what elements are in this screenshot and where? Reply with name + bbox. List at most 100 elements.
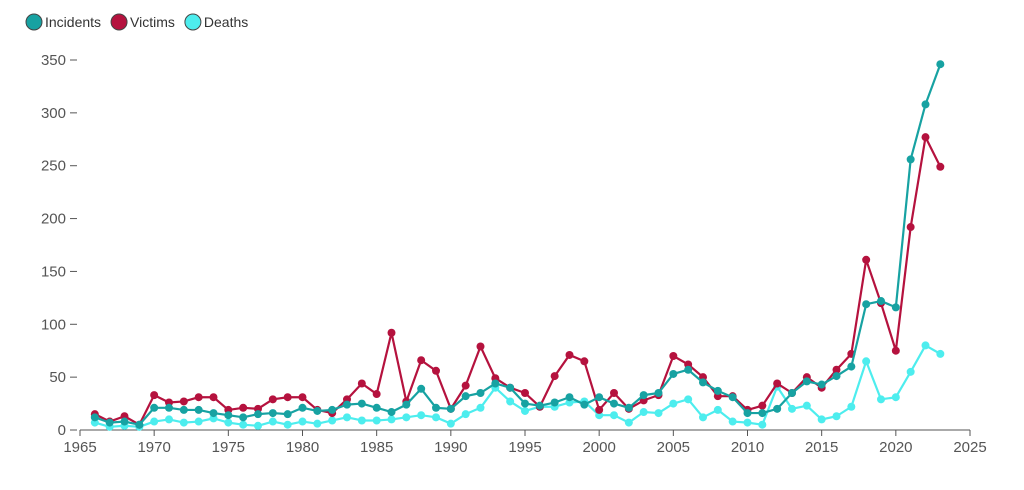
data-point-incidents xyxy=(254,410,262,419)
data-point-incidents xyxy=(817,380,826,389)
data-point-deaths xyxy=(402,413,411,422)
y-tick-label: 250 xyxy=(41,158,66,175)
data-point-victims xyxy=(595,405,604,414)
data-point-victims xyxy=(862,255,871,264)
data-point-victims xyxy=(194,393,203,402)
data-point-incidents xyxy=(417,384,426,393)
data-point-incidents xyxy=(728,393,737,402)
data-point-victims xyxy=(432,366,440,375)
data-point-deaths xyxy=(506,397,515,406)
data-point-deaths xyxy=(684,395,693,404)
data-point-victims xyxy=(565,350,574,359)
data-point-victims xyxy=(417,356,426,365)
y-tick-label: 350 xyxy=(41,52,66,69)
data-point-incidents xyxy=(298,403,307,412)
data-point-incidents xyxy=(610,399,618,408)
data-point-deaths xyxy=(343,413,351,422)
data-point-deaths xyxy=(921,341,930,350)
data-point-deaths xyxy=(387,415,396,424)
x-tick-label: 1985 xyxy=(360,439,393,456)
data-point-incidents xyxy=(402,400,411,409)
x-tick-label: 1990 xyxy=(434,439,467,456)
series-line-incidents xyxy=(94,63,942,426)
data-point-deaths xyxy=(669,399,678,408)
data-point-incidents xyxy=(877,297,885,306)
data-point-deaths xyxy=(713,405,722,414)
data-point-incidents xyxy=(224,411,233,420)
data-point-deaths xyxy=(610,411,618,420)
data-point-incidents xyxy=(165,403,173,412)
data-point-deaths xyxy=(624,418,633,427)
data-point-deaths xyxy=(298,417,307,426)
data-point-incidents xyxy=(179,405,188,414)
data-point-victims xyxy=(758,401,767,410)
data-point-incidents xyxy=(684,365,693,374)
data-point-incidents xyxy=(565,393,574,402)
y-axis: 0 50 100 150 200 250 300 350 xyxy=(41,52,77,439)
x-tick-label: 2015 xyxy=(805,439,838,456)
data-point-deaths xyxy=(639,408,648,417)
plot-area xyxy=(90,60,945,431)
data-point-deaths xyxy=(239,420,248,429)
data-point-incidents xyxy=(150,403,159,412)
data-point-incidents xyxy=(446,404,455,413)
data-point-incidents xyxy=(343,400,351,409)
data-point-incidents xyxy=(506,383,515,392)
x-tick-label: 1975 xyxy=(212,439,245,456)
data-point-incidents xyxy=(90,413,99,422)
legend-label-deaths: Deaths xyxy=(204,14,248,30)
data-point-deaths xyxy=(847,402,856,411)
data-point-incidents xyxy=(357,399,366,408)
data-point-incidents xyxy=(936,60,945,69)
data-point-incidents xyxy=(461,392,470,401)
data-point-deaths xyxy=(817,415,826,424)
data-point-victims xyxy=(936,162,945,171)
data-point-victims xyxy=(669,352,678,360)
data-point-incidents xyxy=(624,403,633,412)
data-point-deaths xyxy=(328,416,337,425)
data-point-deaths xyxy=(758,420,767,429)
x-tick-label: 2000 xyxy=(582,439,615,456)
data-point-incidents xyxy=(432,403,440,412)
data-point-incidents xyxy=(535,401,544,410)
x-tick-label: 2025 xyxy=(953,439,986,456)
data-point-incidents xyxy=(313,406,322,415)
x-axis: 1965 1970 1975 1980 1985 1990 1995 2000 2005 2010… xyxy=(63,429,987,456)
data-point-incidents xyxy=(921,100,930,109)
data-point-victims xyxy=(906,223,915,232)
y-tick-label: 200 xyxy=(41,211,66,228)
data-point-deaths xyxy=(194,417,203,426)
data-point-victims xyxy=(521,389,529,397)
data-point-deaths xyxy=(802,401,811,410)
data-point-incidents xyxy=(713,386,722,395)
data-point-deaths xyxy=(224,418,233,427)
data-point-incidents xyxy=(906,155,915,164)
data-point-deaths xyxy=(862,357,871,366)
data-point-deaths xyxy=(699,413,707,422)
data-point-deaths xyxy=(283,420,292,429)
data-point-incidents xyxy=(491,379,500,388)
data-point-victims xyxy=(476,342,485,351)
data-point-incidents xyxy=(120,417,129,426)
data-point-victims xyxy=(372,390,381,399)
legend-marker-victims xyxy=(110,13,128,31)
data-point-deaths xyxy=(891,393,900,402)
data-point-incidents xyxy=(639,391,648,400)
data-point-deaths xyxy=(476,403,485,412)
data-point-victims xyxy=(283,393,292,402)
data-point-victims xyxy=(610,389,618,397)
data-point-incidents xyxy=(654,389,663,397)
data-point-victims xyxy=(461,381,470,390)
y-tick-label: 150 xyxy=(41,263,66,280)
data-point-deaths xyxy=(743,418,752,427)
data-point-deaths xyxy=(654,409,663,418)
x-tick-label: 1995 xyxy=(508,439,541,456)
data-point-incidents xyxy=(669,369,678,378)
data-point-victims xyxy=(239,403,248,412)
data-point-victims xyxy=(298,393,307,402)
data-point-incidents xyxy=(595,393,604,402)
data-point-deaths xyxy=(728,417,737,426)
data-point-victims xyxy=(209,393,218,402)
data-point-incidents xyxy=(743,409,752,418)
